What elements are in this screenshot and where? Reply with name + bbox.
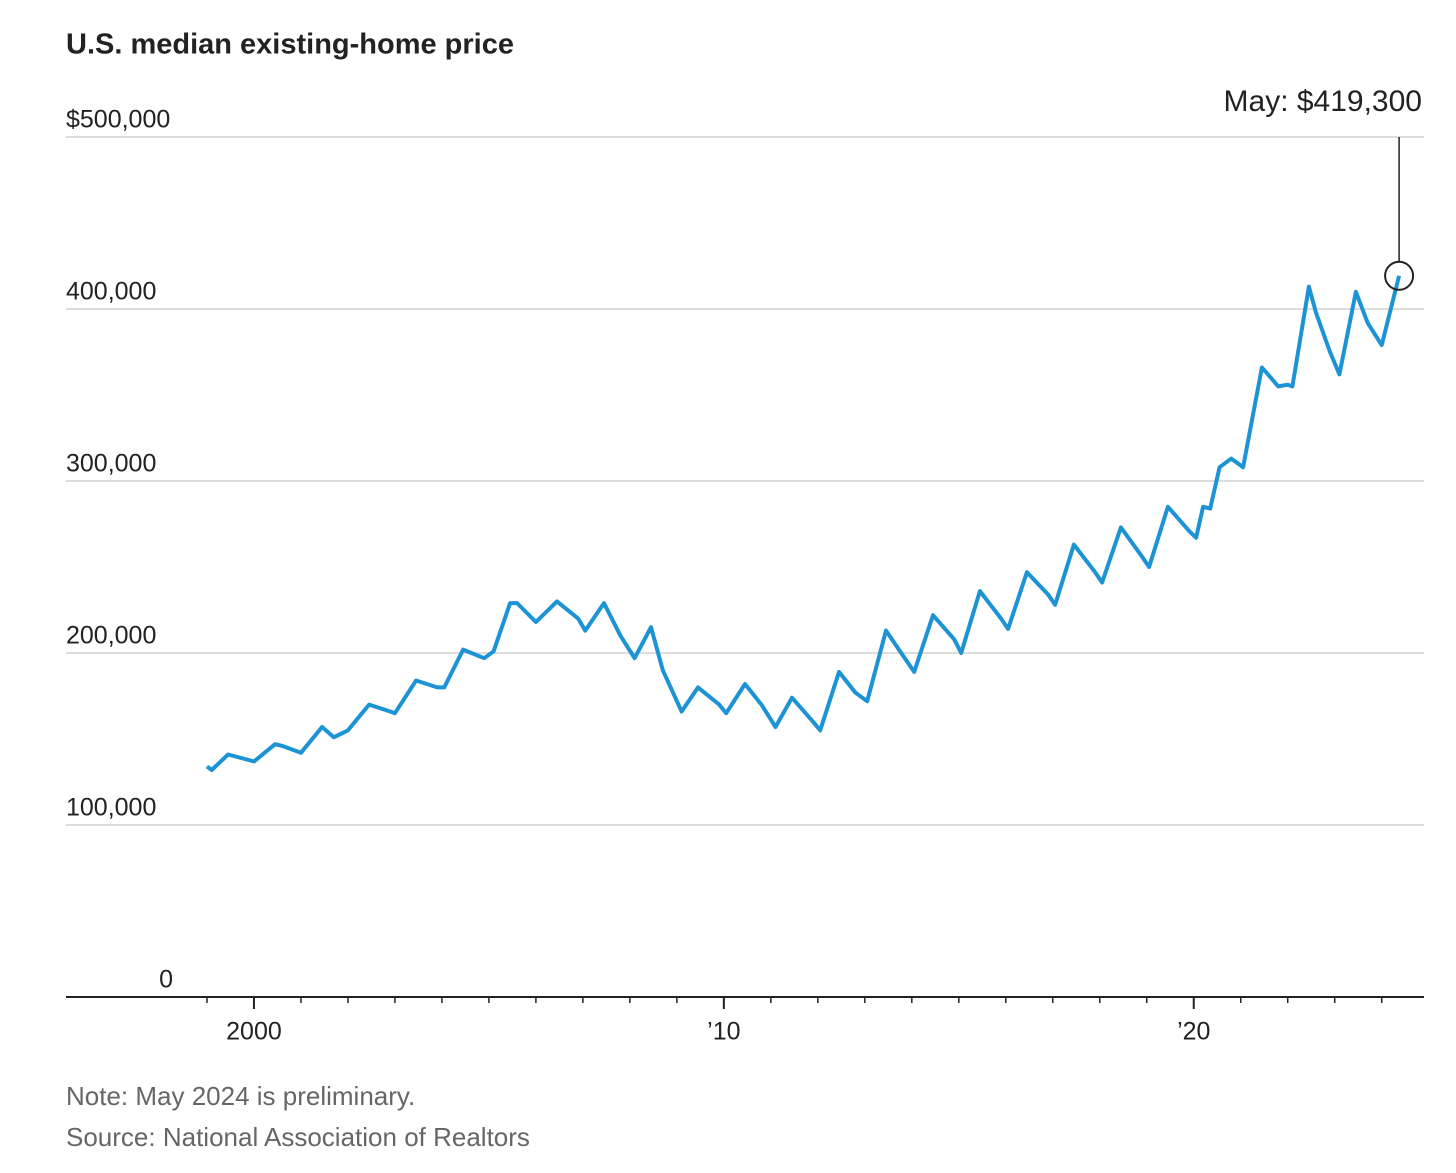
annotation-label: May: $419,300 [1224, 85, 1422, 118]
x-tick-label: ’20 [1177, 1018, 1210, 1046]
y-tick-label: 0 [159, 966, 173, 994]
source: Source: National Association of Realtors [66, 1122, 530, 1152]
note: Note: May 2024 is preliminary. [66, 1081, 415, 1111]
x-tick-label: 2000 [226, 1018, 282, 1046]
annotation-circle [1384, 260, 1415, 291]
y-tick-label: 100,000 [66, 794, 156, 822]
chart-title: U.S. median existing-home price [66, 29, 514, 61]
y-tick-label: 300,000 [66, 450, 156, 478]
y-tick-label: 200,000 [66, 622, 156, 650]
y-tick-label: 400,000 [66, 278, 156, 306]
y-tick-label: $500,000 [66, 106, 170, 134]
x-tick-label: ’10 [707, 1018, 740, 1046]
line [205, 275, 1402, 772]
